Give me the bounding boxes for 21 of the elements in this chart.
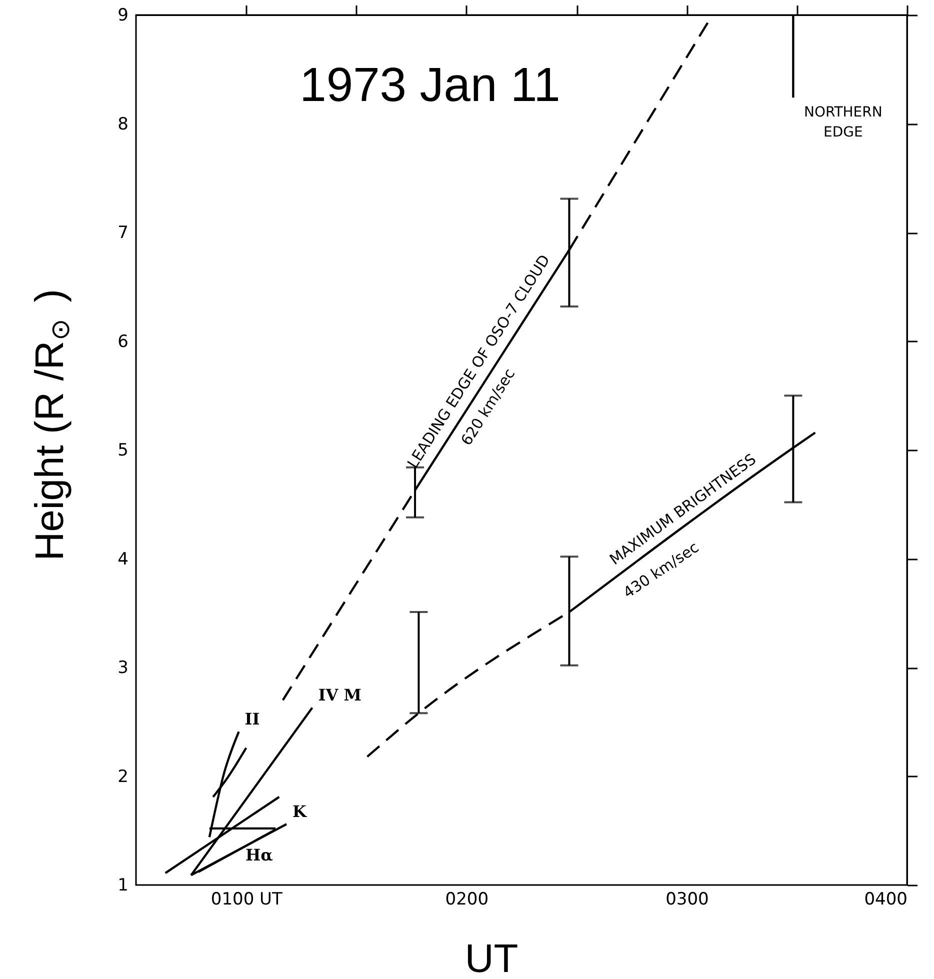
y-tick-label: 9 bbox=[118, 6, 128, 26]
y-tick-label: 3 bbox=[118, 658, 128, 678]
y-tick-label: 6 bbox=[118, 332, 128, 352]
y-tick-label: 5 bbox=[118, 440, 128, 460]
annotation: NORTHERN EDGE bbox=[804, 104, 882, 141]
y-tick-label: 7 bbox=[118, 223, 128, 243]
series-label: II bbox=[244, 710, 260, 729]
x-tick-label: 0400 bbox=[864, 890, 908, 910]
series-label: Hα bbox=[246, 846, 273, 865]
y-tick-label: 4 bbox=[118, 549, 128, 570]
y-axis-title: Height (R /R⊙) bbox=[28, 289, 75, 561]
text: 1973 Jan 11 bbox=[300, 59, 560, 112]
series-label: K bbox=[292, 802, 308, 822]
x-tick-label: 0100 UT bbox=[210, 890, 284, 910]
y-tick-label: 8 bbox=[118, 114, 128, 134]
series-label: IV M bbox=[318, 686, 362, 705]
x-tick-label: 0300 bbox=[666, 890, 709, 910]
x-axis-title: UT bbox=[464, 937, 518, 979]
x-tick-label: 0200 bbox=[445, 890, 489, 910]
y-tick-label: 2 bbox=[118, 766, 128, 787]
y-tick-label: 1 bbox=[118, 876, 128, 896]
